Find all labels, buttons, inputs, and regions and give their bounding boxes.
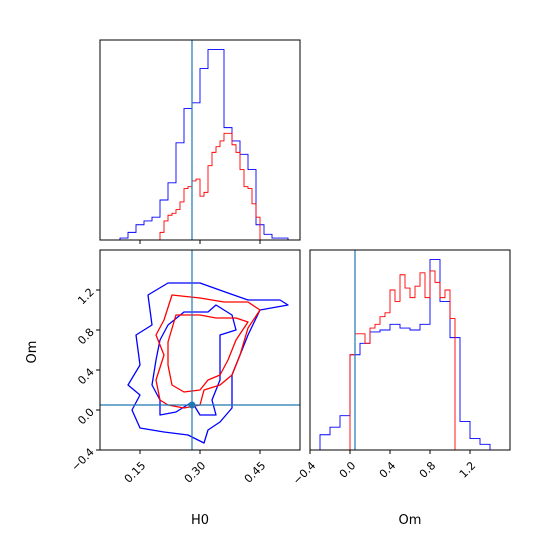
om-marginal-panel: −0.4 0.0 0.4 0.8 1.2 bbox=[290, 249, 511, 487]
y-tick-label-2: 0.4 bbox=[75, 366, 97, 388]
histogram-series-0 bbox=[119, 49, 289, 240]
y-tick-label-4: 1.2 bbox=[75, 286, 97, 308]
x-tick-label-1: 0.30 bbox=[182, 459, 209, 486]
x-tick-label-4: 1.2 bbox=[457, 459, 479, 481]
panel-frame bbox=[99, 39, 301, 241]
h0-marginal-panel bbox=[99, 39, 301, 244]
contour-inner-3 bbox=[167, 314, 249, 393]
x-tick-label-2: 0.4 bbox=[377, 459, 399, 481]
x-axis-title-om: Om bbox=[399, 513, 422, 528]
h0-om-contour-panel: 0.15 0.30 0.45 −0.4 0.0 0.4 0.8 1.2 bbox=[69, 249, 301, 486]
truth-point bbox=[188, 401, 196, 409]
contour-outer-0 bbox=[127, 282, 289, 444]
contour-outer-2 bbox=[155, 294, 261, 409]
histogram-series-1 bbox=[159, 132, 261, 240]
x-tick-label-2: 0.45 bbox=[242, 459, 269, 486]
x-tick-label-1: 0.0 bbox=[337, 459, 359, 481]
y-tick-label-3: 0.8 bbox=[75, 326, 97, 348]
panel-frame bbox=[309, 249, 511, 451]
y-tick-label-0: −0.4 bbox=[69, 446, 97, 474]
y-axis-title-om: Om bbox=[25, 341, 40, 364]
x-axis-title-h0: H0 bbox=[191, 513, 209, 528]
x-tick-label-0: −0.4 bbox=[290, 459, 318, 487]
x-tick-label-3: 0.8 bbox=[417, 459, 439, 481]
histogram-series-0 bbox=[319, 259, 491, 450]
x-tick-label-0: 0.15 bbox=[122, 459, 149, 486]
contour-inner-1 bbox=[151, 304, 237, 416]
histogram-series-1 bbox=[349, 270, 456, 450]
panel-frame bbox=[99, 249, 301, 451]
y-tick-label-1: 0.0 bbox=[75, 406, 97, 428]
